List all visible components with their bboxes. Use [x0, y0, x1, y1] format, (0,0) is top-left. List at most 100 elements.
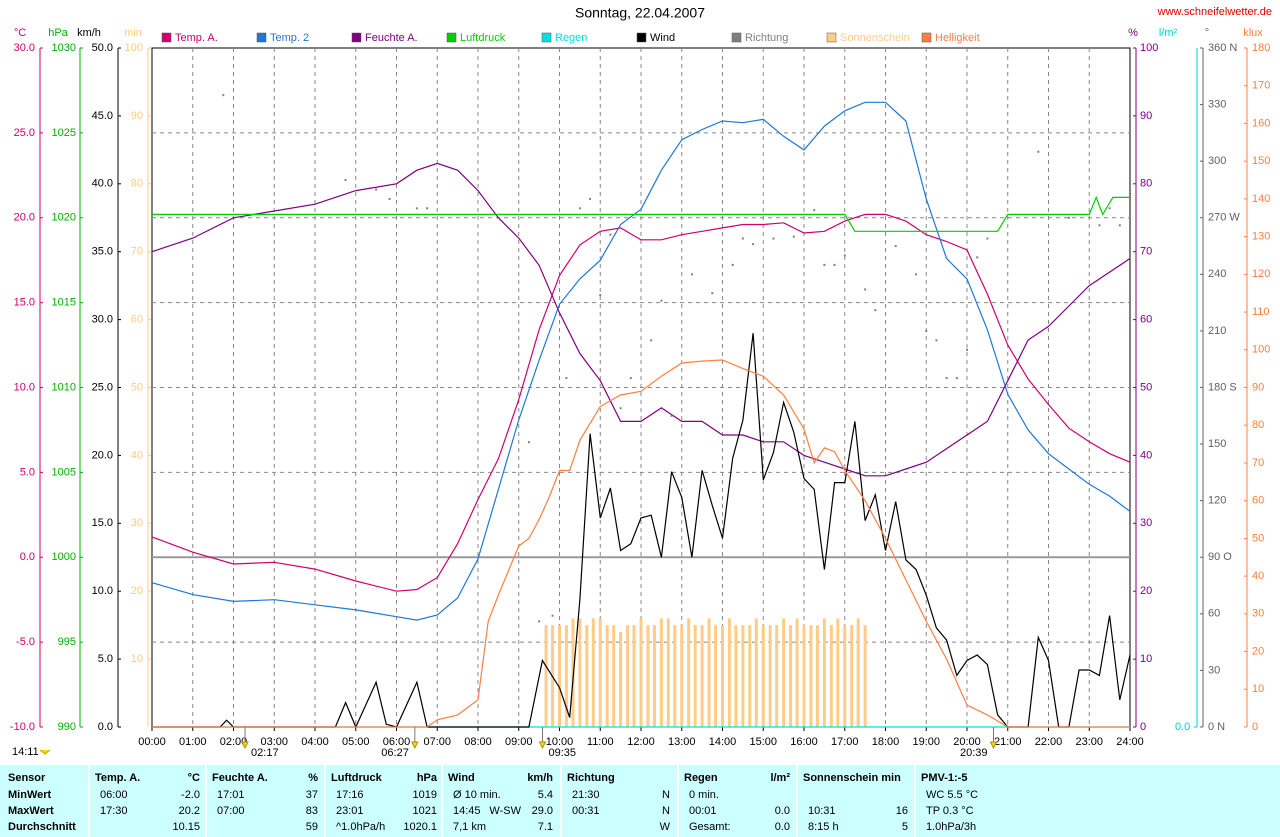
event-label: 20:39 — [960, 747, 988, 759]
direction-dot — [375, 188, 378, 191]
legend-label: Regen — [555, 32, 587, 44]
axis-tick-label: 100 — [1252, 344, 1270, 356]
x-tick-label: 15:00 — [749, 736, 777, 748]
x-tick-label: 20:00 — [953, 736, 981, 748]
x-tick-label: 08:00 — [464, 736, 492, 748]
axis-tick-label: 40.0 — [92, 178, 113, 190]
sunshine-bar — [822, 618, 826, 727]
direction-dot — [551, 614, 554, 617]
table-cell: 1020.1 — [403, 821, 437, 833]
axis-tick-label: 1015 — [52, 297, 76, 309]
direction-dot — [619, 407, 622, 410]
series-line — [151, 162, 1131, 477]
sunshine-bar — [761, 625, 765, 727]
direction-dot — [690, 273, 693, 276]
axis-tick-label: 50 — [1140, 381, 1152, 393]
sunshine-bar — [693, 625, 697, 727]
axis-tick-label: 0.0 — [1175, 721, 1190, 733]
table-header: Richtung — [567, 772, 615, 784]
axis-tick-label: 35.0 — [92, 246, 113, 258]
sunshine-bar — [795, 618, 799, 727]
sunshine-bar — [863, 625, 867, 727]
axis-tick-label: 20 — [131, 585, 143, 597]
table-cell: 23:01 — [336, 805, 364, 817]
axis-tick-label: 40 — [131, 449, 143, 461]
direction-dot — [833, 263, 836, 266]
axis-tick-label: 50 — [131, 381, 143, 393]
table-cell: 10:31 — [808, 805, 836, 817]
sunshine-bar — [646, 625, 650, 727]
axis-unit: hPa — [48, 27, 68, 39]
table-cell: 83 — [306, 805, 318, 817]
table-header: Luftdruck — [331, 772, 383, 784]
legend-label: Luftdruck — [460, 32, 506, 44]
sunshine-bar — [578, 618, 582, 727]
sunshine-bar — [585, 625, 589, 727]
axis-tick-label: 70 — [131, 246, 143, 258]
table-row-label: MaxWert — [8, 805, 54, 817]
table-background — [0, 765, 1280, 837]
legend-label: Temp. 2 — [270, 32, 309, 44]
moon-note: 14:11 — [12, 746, 39, 758]
x-tick-label: 06:00 — [383, 736, 411, 748]
axis-tick-label: 30.0 — [92, 314, 113, 326]
axis-unit: klux — [1243, 27, 1263, 39]
sunshine-bar — [626, 625, 630, 727]
table-cell: 14:45 — [453, 805, 481, 817]
event-label: 06:27 — [381, 747, 409, 759]
axis-tick-label: 1020 — [52, 212, 76, 224]
direction-dot — [650, 339, 653, 342]
sunshine-bar — [680, 625, 684, 727]
axis-unit: min — [124, 27, 142, 39]
axis-tick-label: 90 — [131, 110, 143, 122]
axis-unit: l/m² — [1159, 27, 1178, 39]
axis-tick-label: 330 — [1208, 98, 1226, 110]
table-header: Sensor — [8, 772, 46, 784]
direction-dot — [599, 294, 602, 297]
table-cell: 5.4 — [538, 789, 553, 801]
table-cell: 7.1 — [538, 821, 553, 833]
table-cell: 21:30 — [572, 789, 600, 801]
table-cell: Ø 10 min. — [453, 789, 501, 801]
sunshine-bar — [829, 625, 833, 727]
table-row-label: MinWert — [8, 789, 52, 801]
direction-dot — [426, 207, 429, 210]
direction-dot — [565, 377, 568, 380]
legend-label: Sonnenschein — [840, 32, 910, 44]
table-cell: 0 min. — [689, 789, 719, 801]
legend-swatch — [161, 32, 172, 43]
axis-tick-label: 0 N — [1208, 721, 1225, 733]
axis-tick-label: 80 — [131, 178, 143, 190]
axis-tick-label: 360 N — [1208, 42, 1237, 54]
direction-dot — [1098, 224, 1101, 227]
x-tick-label: 10:00 — [546, 736, 574, 748]
axis-tick-label: 70 — [1140, 246, 1152, 258]
axis-tick-label: 60 — [1252, 495, 1264, 507]
direction-dot — [925, 329, 928, 332]
table-cell: 07:00 — [217, 805, 245, 817]
direction-dot — [578, 207, 581, 210]
direction-dot — [986, 237, 989, 240]
axis-tick-label: 100 — [1140, 42, 1158, 54]
table-cell: 29.0 — [532, 805, 553, 817]
table-cell: W-SW — [489, 805, 521, 817]
direction-dot — [955, 377, 958, 380]
axis-tick-label: 10 — [1252, 683, 1264, 695]
axis-tick-label: 45.0 — [92, 110, 113, 122]
direction-dot — [388, 197, 391, 200]
axis-tick-label: 20.0 — [14, 212, 35, 224]
table-unit: % — [308, 772, 318, 784]
event-label: 09:35 — [549, 747, 577, 759]
axis-tick-label: 15.0 — [92, 517, 113, 529]
axis-tick-label: 240 — [1208, 268, 1226, 280]
event-marker — [538, 741, 547, 750]
legend-swatch — [351, 32, 362, 43]
sunshine-bar — [734, 625, 738, 727]
axis-unit: ° — [1205, 27, 1209, 39]
sunshine-bar — [619, 631, 623, 727]
axis-unit: °C — [14, 27, 26, 39]
axis-tick-label: 20 — [1140, 585, 1152, 597]
axis-tick-label: 120 — [1208, 495, 1226, 507]
x-tick-label: 16:00 — [790, 736, 818, 748]
sunshine-bar — [687, 618, 691, 727]
